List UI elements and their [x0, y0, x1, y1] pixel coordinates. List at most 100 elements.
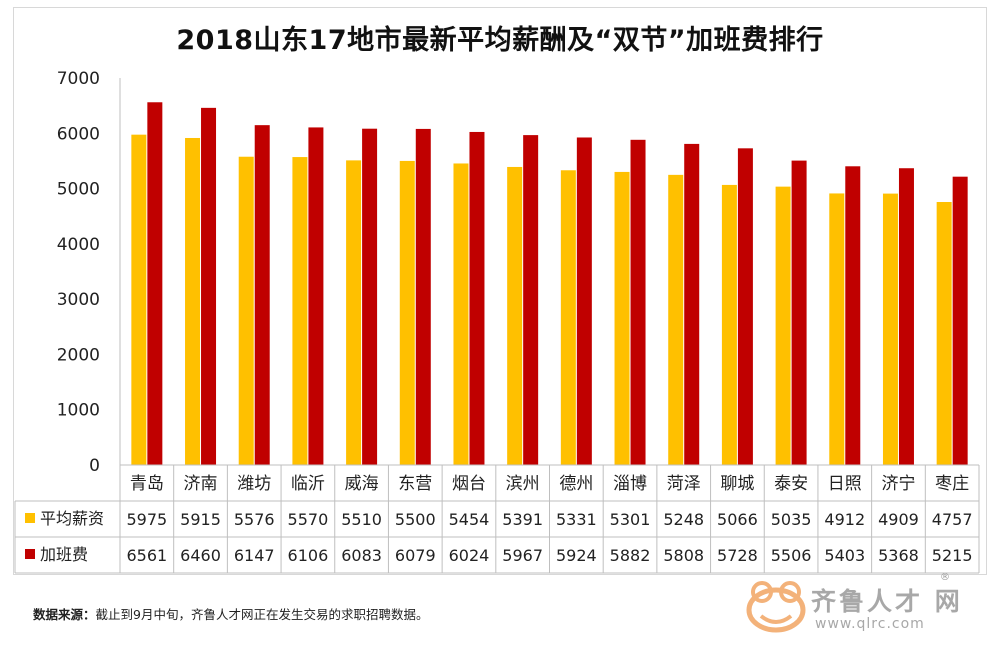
bar-overtime-pay — [952, 176, 968, 465]
data-label: 6079 — [395, 546, 436, 565]
data-label: 5331 — [556, 510, 597, 529]
category-label: 日照 — [828, 474, 862, 494]
data-label: 6024 — [449, 546, 490, 565]
y-tick-label: 6000 — [57, 124, 100, 144]
data-label: 5454 — [449, 510, 490, 529]
data-label: 5576 — [234, 510, 275, 529]
legend-label: 平均薪资 — [40, 509, 104, 528]
bar-overtime-pay — [523, 135, 539, 465]
data-label: 4912 — [824, 510, 865, 529]
category-label: 泰安 — [774, 474, 808, 494]
y-tick-label: 0 — [89, 456, 100, 476]
bar-overtime-pay — [898, 168, 914, 465]
data-label: 5500 — [395, 510, 436, 529]
data-label: 6083 — [341, 546, 382, 565]
y-tick-label: 2000 — [57, 345, 100, 365]
bar-avg-salary — [238, 156, 254, 465]
bar-overtime-pay — [737, 148, 753, 465]
data-label: 4909 — [878, 510, 919, 529]
bar-overtime-pay — [469, 131, 485, 465]
bar-avg-salary — [131, 134, 147, 466]
data-label: 5570 — [288, 510, 329, 529]
bar-avg-salary — [346, 160, 362, 465]
bar-avg-salary — [453, 163, 469, 465]
legend-label: 加班费 — [40, 545, 88, 564]
category-label: 济南 — [184, 474, 218, 494]
bar-overtime-pay — [415, 128, 431, 465]
bar-overtime-pay — [254, 125, 270, 465]
legend-swatch — [25, 549, 35, 559]
brand-logo: 齐鲁人才 网 www.qlrc.com ® — [745, 572, 995, 642]
bar-avg-salary — [507, 166, 523, 465]
data-label: 5368 — [878, 546, 919, 565]
y-tick-label: 4000 — [57, 235, 100, 255]
data-label: 6460 — [180, 546, 221, 565]
category-label: 济宁 — [881, 474, 915, 494]
data-label: 5035 — [771, 510, 812, 529]
data-label: 5882 — [610, 546, 651, 565]
bar-overtime-pay — [845, 166, 861, 465]
data-label: 5215 — [932, 546, 973, 565]
category-label: 临沂 — [291, 474, 325, 494]
y-tick-label: 7000 — [57, 69, 100, 89]
frog-logo-icon — [746, 581, 806, 633]
data-label: 5403 — [824, 546, 865, 565]
category-label: 菏泽 — [667, 474, 701, 494]
bar-avg-salary — [775, 186, 791, 466]
category-label: 青岛 — [130, 474, 164, 494]
bar-overtime-pay — [630, 139, 646, 465]
data-label: 5506 — [771, 546, 812, 565]
y-tick-label: 1000 — [57, 401, 100, 421]
bar-overtime-pay — [576, 137, 592, 465]
data-label: 5915 — [180, 510, 221, 529]
data-label: 5066 — [717, 510, 758, 529]
data-label: 5967 — [502, 546, 543, 565]
chart-frame — [13, 7, 987, 575]
y-tick-label: 5000 — [57, 180, 100, 200]
data-label: 5391 — [502, 510, 543, 529]
bar-avg-salary — [882, 193, 898, 466]
category-label: 德州 — [559, 474, 593, 494]
bar-avg-salary — [560, 170, 576, 465]
bar-avg-salary — [614, 171, 630, 466]
data-label: 5510 — [341, 510, 382, 529]
bar-overtime-pay — [147, 102, 163, 465]
bar-avg-salary — [721, 184, 737, 465]
bar-overtime-pay — [201, 107, 217, 466]
data-label: 5248 — [663, 510, 704, 529]
data-label: 5808 — [663, 546, 704, 565]
legend-swatch — [25, 513, 35, 523]
data-label: 5728 — [717, 546, 758, 565]
data-source-note: 数据来源：截止到9月中旬，齐鲁人才网正在发生交易的求职招聘数据。 — [33, 604, 428, 623]
category-label: 淄博 — [613, 474, 647, 494]
category-label: 东营 — [398, 474, 432, 494]
bar-overtime-pay — [684, 143, 700, 465]
brand-name: 齐鲁人才 网 — [811, 587, 963, 616]
bar-avg-salary — [185, 137, 201, 466]
bar-avg-salary — [936, 202, 952, 465]
category-label: 滨州 — [506, 474, 540, 494]
chart-title: 2018山东17地市最新平均薪酬及“双节”加班费排行 — [176, 25, 824, 56]
category-label: 潍坊 — [237, 474, 271, 494]
bar-avg-salary — [399, 160, 415, 465]
category-label: 聊城 — [720, 474, 754, 494]
bar-avg-salary — [668, 174, 684, 465]
data-label: 4757 — [932, 510, 973, 529]
category-label: 枣庄 — [935, 474, 969, 494]
bar-overtime-pay — [308, 127, 324, 466]
bar-avg-salary — [829, 193, 845, 465]
data-label: 6561 — [126, 546, 167, 565]
data-label: 5924 — [556, 546, 597, 565]
brand-registered-mark: ® — [940, 572, 950, 583]
y-tick-label: 3000 — [57, 290, 100, 310]
data-label: 6147 — [234, 546, 275, 565]
category-label: 威海 — [345, 474, 379, 494]
bar-overtime-pay — [362, 128, 378, 465]
category-label: 烟台 — [452, 474, 486, 494]
bar-avg-salary — [292, 157, 308, 465]
data-label: 6106 — [288, 546, 329, 565]
data-label: 5975 — [126, 510, 167, 529]
bar-overtime-pay — [791, 160, 807, 465]
brand-url: www.qlrc.com — [815, 616, 925, 632]
